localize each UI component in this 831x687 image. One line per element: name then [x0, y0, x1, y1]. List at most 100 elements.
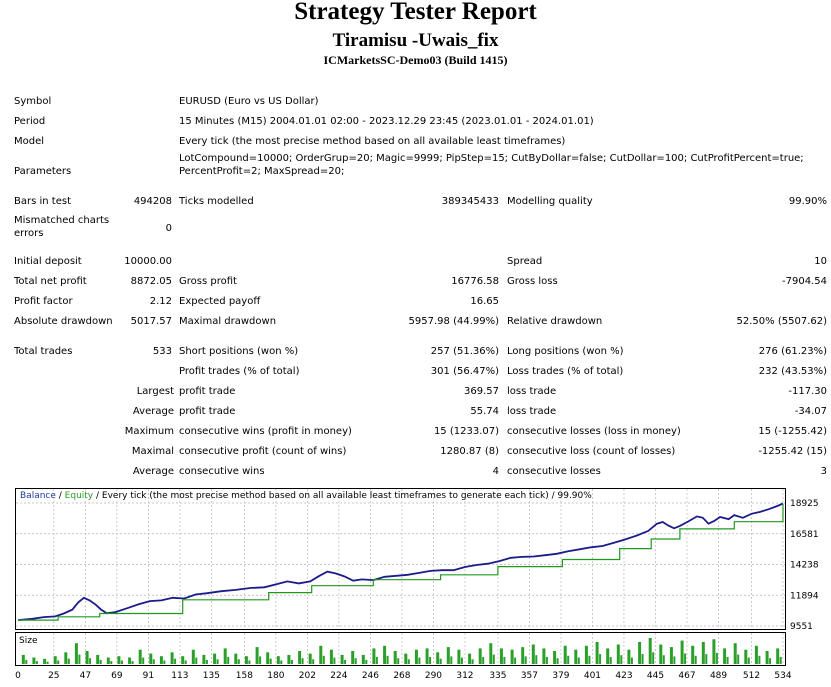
- size-bar: [375, 657, 378, 664]
- size-bar: [418, 657, 421, 664]
- size-bar: [691, 645, 695, 664]
- size-bar: [312, 659, 315, 664]
- size-bar: [205, 659, 208, 664]
- size-bar: [595, 641, 599, 664]
- symbol-value: EURUSD (Euro vs US Dollar): [179, 96, 319, 107]
- net-profit-value: 8872.05: [130, 276, 172, 287]
- y-tick-label: 16581: [790, 530, 819, 540]
- size-bar: [237, 659, 240, 664]
- size-bar: [553, 651, 557, 664]
- size-bar: [21, 654, 25, 664]
- size-bar: [531, 644, 535, 664]
- size-bar: [117, 656, 121, 664]
- size-bar: [195, 657, 198, 664]
- deposit-label: Initial deposit: [14, 256, 82, 267]
- size-bar: [599, 654, 602, 664]
- size-bar: [174, 658, 177, 664]
- size-bar: [460, 657, 463, 664]
- size-bar: [131, 661, 134, 664]
- report-table: Symbol EURUSD (Euro vs US Dollar) Period…: [12, 92, 830, 482]
- size-bar: [680, 640, 684, 664]
- size-bar: [638, 641, 642, 664]
- size-bar: [191, 649, 195, 664]
- size-bar: [489, 643, 493, 664]
- size-bar: [524, 656, 527, 664]
- size-bar: [482, 657, 485, 664]
- size-bar: [216, 659, 219, 664]
- size-bar: [110, 661, 113, 664]
- size-bar: [556, 658, 559, 665]
- loss-trades-label: Loss trades (% of total): [507, 366, 624, 377]
- x-tick-label: 158: [236, 671, 253, 681]
- average-consecutive-wins-label: consecutive wins: [179, 466, 265, 477]
- size-bar: [25, 659, 28, 664]
- row-period: Period 15 Minutes (M15) 2004.01.01 02:00…: [12, 112, 830, 132]
- size-bar: [429, 657, 432, 664]
- size-bar: [630, 657, 633, 664]
- x-tick-label: 312: [456, 671, 473, 681]
- size-bar: [344, 659, 347, 664]
- ticks-value: 389345433: [441, 196, 499, 207]
- size-bars: [21, 638, 782, 665]
- size-grid: [53, 633, 784, 665]
- profit-trades-label: Profit trades (% of total): [179, 366, 300, 377]
- deposit-value: 10000.00: [124, 256, 172, 267]
- ticks-label: Ticks modelled: [179, 196, 254, 207]
- size-bar: [138, 649, 142, 664]
- model-value: Every tick (the most precise method base…: [179, 136, 566, 147]
- size-bar: [407, 659, 410, 664]
- row-average-consecutive: Average consecutive wins 4 consecutive l…: [12, 462, 830, 482]
- profit-trades-value: 301 (56.47%): [430, 366, 499, 377]
- size-bar: [163, 660, 166, 664]
- largest-loss-label: loss trade: [507, 386, 557, 397]
- bars-label: Bars in test: [14, 196, 71, 207]
- size-bar: [361, 654, 365, 664]
- parameters-line-1: LotCompound=10000; OrderGrup=20; Magic=9…: [179, 153, 804, 164]
- y-tick-label: 11894: [790, 591, 819, 601]
- row-maximum: Maximum consecutive wins (profit in mone…: [12, 422, 830, 442]
- y-tick-label: 18925: [790, 499, 819, 509]
- size-bar: [673, 656, 676, 664]
- size-bar: [266, 652, 270, 664]
- quality-label: Modelling quality: [507, 196, 593, 207]
- average-profit-label: profit trade: [179, 406, 236, 417]
- row-total-trades: Total trades 533 Short positions (won %)…: [12, 342, 830, 362]
- size-bar: [744, 649, 748, 664]
- x-tick-label: 69: [111, 671, 123, 681]
- x-axis-ticks: 0 25 47 69 91 113 135 158 180 202 224 246 268 290 312 3…: [15, 671, 792, 681]
- x-tick-label: 246: [362, 671, 379, 681]
- size-bar: [57, 660, 60, 664]
- y-tick-label: 9551: [790, 622, 813, 632]
- size-bar: [545, 657, 548, 664]
- row-profit-factor: Profit factor 2.12 Expected payoff 16.65: [12, 292, 830, 312]
- size-bar: [227, 657, 230, 664]
- size-bar: [64, 652, 68, 664]
- size-bar: [74, 643, 78, 664]
- row-maximal: Maximal consecutive profit (count of win…: [12, 442, 830, 462]
- maximal-losses-label: consecutive loss (count of losses): [507, 446, 676, 457]
- size-bar: [715, 652, 718, 664]
- size-bar: [35, 661, 38, 664]
- gross-loss-label: Gross loss: [507, 276, 558, 287]
- size-bar: [280, 660, 283, 664]
- expected-payoff-label: Expected payoff: [179, 296, 261, 307]
- size-bar: [733, 643, 737, 664]
- legend-sep: /: [56, 491, 65, 501]
- size-bar: [669, 647, 673, 664]
- x-tick-label: 135: [203, 671, 220, 681]
- equity-series-line: [17, 502, 784, 621]
- x-tick-label: 512: [743, 671, 760, 681]
- size-bar: [365, 659, 368, 664]
- size-bar: [457, 649, 461, 664]
- mismatched-value: 0: [165, 223, 172, 234]
- balance-series-line: [18, 503, 784, 621]
- size-bar: [99, 659, 102, 664]
- chart-legend: Balance / Equity / Every tick (the most …: [20, 491, 592, 501]
- row-bars: Bars in test 494208 Ticks modelled 38934…: [12, 192, 830, 212]
- size-bar: [694, 655, 697, 664]
- size-bar: [609, 657, 612, 664]
- size-bar: [779, 657, 782, 664]
- size-bar: [765, 651, 769, 664]
- long-positions-value: 276 (61.23%): [758, 346, 827, 357]
- row-parameters: Parameters LotCompound=10000; OrderGrup=…: [12, 152, 830, 192]
